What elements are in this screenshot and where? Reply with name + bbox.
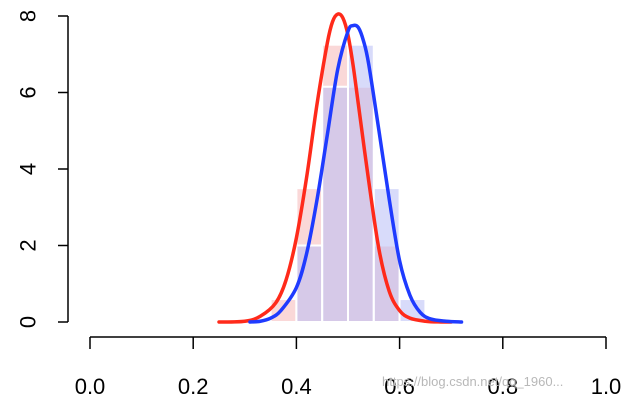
histogram-bars [269, 43, 427, 323]
y-tick-label: 8 [16, 10, 41, 22]
watermark-text: https://blog.csdn.net/qq_1960... [382, 374, 564, 389]
x-tick-label: 0.0 [75, 374, 106, 399]
x-axis: 0.0 0.2 0.4 0.6 0.8 1.0 [75, 336, 622, 399]
y-tick-label: 0 [16, 316, 41, 328]
red-density-line [217, 12, 453, 324]
density-curves [217, 12, 464, 324]
y-tick-label: 2 [16, 239, 41, 251]
y-tick-label: 4 [16, 163, 41, 175]
x-tick-label: 1.0 [591, 374, 622, 399]
x-tick-label: 0.6 [384, 374, 415, 399]
x-tick-label: 0.2 [178, 374, 209, 399]
x-tick-label: 0.4 [281, 374, 312, 399]
histogram-bar [372, 187, 401, 323]
x-tick-label: 0.8 [488, 374, 519, 399]
histogram-bar [295, 244, 324, 323]
y-axis: 0 2 4 6 8 [16, 10, 69, 328]
y-tick-label: 6 [16, 86, 41, 98]
histogram-bar [321, 85, 350, 323]
blue-density-line [248, 23, 464, 324]
